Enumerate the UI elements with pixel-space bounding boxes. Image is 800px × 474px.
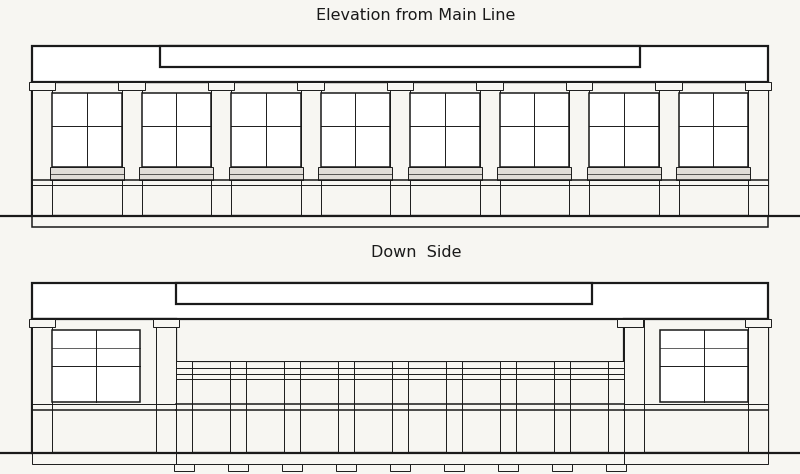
Bar <box>745 82 771 90</box>
Bar <box>52 93 122 167</box>
Bar <box>443 464 464 472</box>
Bar <box>387 82 413 90</box>
Bar <box>500 361 516 454</box>
Bar <box>392 361 408 454</box>
Bar <box>554 361 570 454</box>
Bar <box>390 464 410 472</box>
Bar <box>624 454 768 464</box>
Bar <box>566 82 592 90</box>
Bar <box>142 93 211 167</box>
Bar <box>624 319 644 454</box>
Bar <box>336 464 357 472</box>
Bar <box>118 82 145 90</box>
Bar <box>176 319 624 361</box>
Bar <box>32 454 176 464</box>
Bar <box>676 167 750 180</box>
Bar <box>176 361 192 454</box>
Bar <box>139 167 214 180</box>
Bar <box>174 464 194 472</box>
Bar <box>29 82 55 90</box>
Bar <box>446 361 462 454</box>
Bar <box>156 319 176 454</box>
Bar <box>479 82 499 217</box>
Bar <box>476 82 502 90</box>
Bar <box>160 46 640 67</box>
Bar <box>499 93 569 167</box>
Text: Elevation from Main Line: Elevation from Main Line <box>316 8 516 23</box>
Bar <box>586 167 661 180</box>
Bar <box>678 93 748 167</box>
Bar <box>408 167 482 180</box>
Bar <box>230 361 246 454</box>
Bar <box>608 361 624 454</box>
Bar <box>32 319 52 454</box>
Bar <box>32 82 768 217</box>
Bar <box>498 464 518 472</box>
Bar <box>298 82 324 90</box>
Bar <box>410 93 479 167</box>
Bar <box>617 319 643 327</box>
Bar <box>231 93 301 167</box>
Bar <box>606 464 626 472</box>
Bar <box>50 167 124 180</box>
Bar <box>229 167 303 180</box>
Bar <box>176 283 592 304</box>
Bar <box>589 93 658 167</box>
Bar <box>284 361 300 454</box>
Bar <box>227 464 248 472</box>
Bar <box>552 464 573 472</box>
Bar <box>32 46 768 82</box>
Bar <box>208 82 234 90</box>
Bar <box>176 454 624 464</box>
Bar <box>29 319 55 327</box>
Bar <box>390 82 410 217</box>
Bar <box>32 283 768 319</box>
Bar <box>569 82 589 217</box>
Bar <box>655 82 682 90</box>
Bar <box>497 167 571 180</box>
Bar <box>321 93 390 167</box>
Bar <box>338 361 354 454</box>
Bar <box>318 167 393 180</box>
Bar <box>624 319 768 454</box>
Bar <box>748 319 768 454</box>
Bar <box>153 319 179 327</box>
Bar <box>32 217 768 227</box>
Bar <box>282 464 302 472</box>
Bar <box>748 82 768 217</box>
Bar <box>745 319 771 327</box>
Bar <box>658 82 678 217</box>
Bar <box>32 82 52 217</box>
Bar <box>660 330 748 402</box>
Bar <box>176 361 624 454</box>
Bar <box>211 82 231 217</box>
Bar <box>32 319 176 454</box>
Bar <box>52 330 140 402</box>
Bar <box>301 82 321 217</box>
Text: Down  Side: Down Side <box>370 245 462 260</box>
Bar <box>122 82 142 217</box>
